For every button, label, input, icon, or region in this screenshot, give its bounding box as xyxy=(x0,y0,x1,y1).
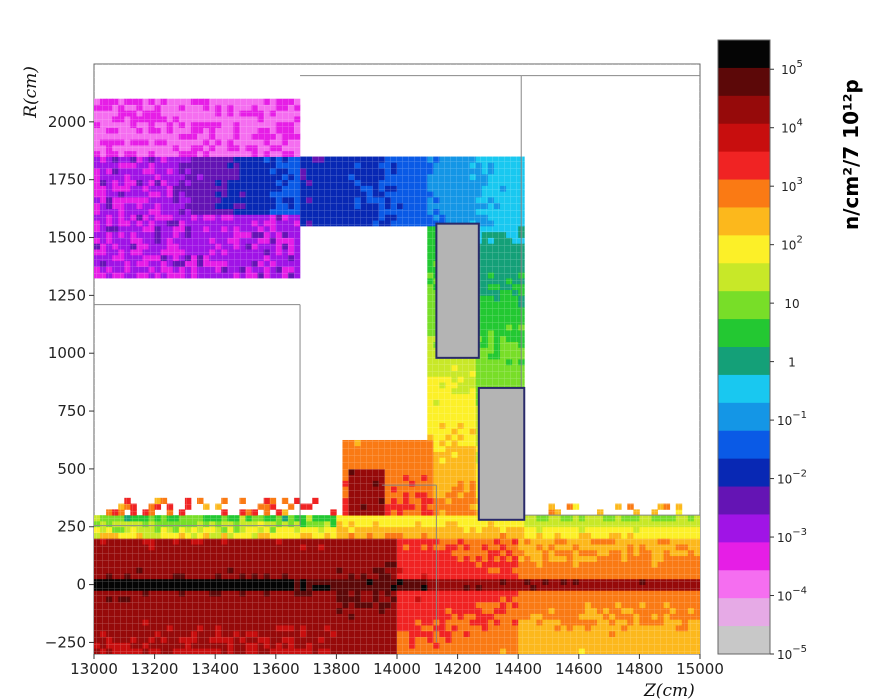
grid-texture xyxy=(94,64,700,654)
x-tick-label: 14600 xyxy=(555,660,603,678)
y-tick-label: 1500 xyxy=(48,229,86,247)
x-tick-label: 15000 xyxy=(676,660,724,678)
y-tick-label: −250 xyxy=(45,633,86,651)
shielding-box xyxy=(435,222,480,359)
y-tick-label: 1000 xyxy=(48,344,86,362)
y-axis-ticks: −250 0 250 500 750 1000 1250 1500 1750 2000 xyxy=(45,113,94,651)
x-tick-label: 14200 xyxy=(434,660,482,678)
x-axis-ticks: 13000 13200 13400 13600 13800 14000 14200 14400… xyxy=(70,654,724,678)
x-tick-label: 13200 xyxy=(131,660,179,678)
heatmap-texture xyxy=(94,64,700,654)
shielding-boxes xyxy=(435,222,526,521)
y-tick-label: 2000 xyxy=(48,113,86,131)
x-tick-label: 14800 xyxy=(616,660,664,678)
x-tick-label: 14000 xyxy=(373,660,421,678)
y-tick-label: 750 xyxy=(57,402,86,420)
y-tick-label: 250 xyxy=(57,518,86,536)
x-axis-label: Z(cm) xyxy=(643,681,695,700)
x-tick-label: 14400 xyxy=(494,660,542,678)
y-tick-label: 1750 xyxy=(48,171,86,189)
shielding-box xyxy=(477,386,526,521)
y-tick-label: 500 xyxy=(57,460,86,478)
x-tick-label: 13800 xyxy=(313,660,361,678)
x-tick-label: 13000 xyxy=(70,660,118,678)
x-tick-label: 13600 xyxy=(252,660,300,678)
y-tick-label: 1250 xyxy=(48,286,86,304)
x-tick-label: 13400 xyxy=(191,660,239,678)
y-tick-label: 0 xyxy=(76,576,86,594)
